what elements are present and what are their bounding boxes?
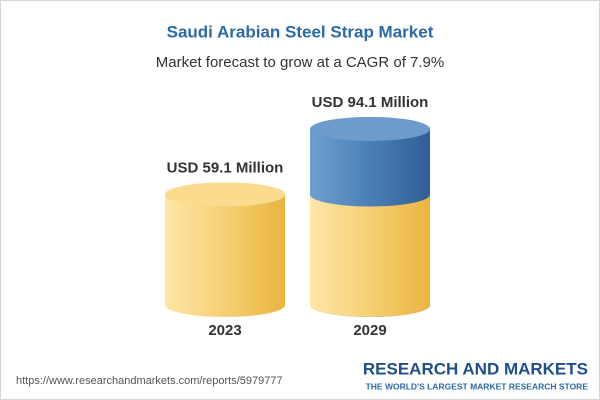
tagline: THE WORLD'S LARGEST MARKET RESEARCH STOR… <box>366 381 589 391</box>
brand: RESEARCH AND MARKETS <box>363 359 588 378</box>
category-label: 2023 <box>208 322 241 339</box>
chart-title: Saudi Arabian Steel Strap Market <box>167 22 434 41</box>
chart-subtitle: Market forecast to grow at a CAGR of 7.9… <box>156 54 444 71</box>
cylinder-top <box>165 182 285 207</box>
category-label: 2029 <box>353 322 386 339</box>
value-label: USD 94.1 Million <box>312 94 429 111</box>
value-label: USD 59.1 Million <box>167 159 284 176</box>
cylinder-top <box>310 117 430 142</box>
cylinder-base-part <box>310 194 430 317</box>
cylinder <box>165 182 285 317</box>
source-url: https://www.researchandmarkets.com/repor… <box>16 375 283 387</box>
